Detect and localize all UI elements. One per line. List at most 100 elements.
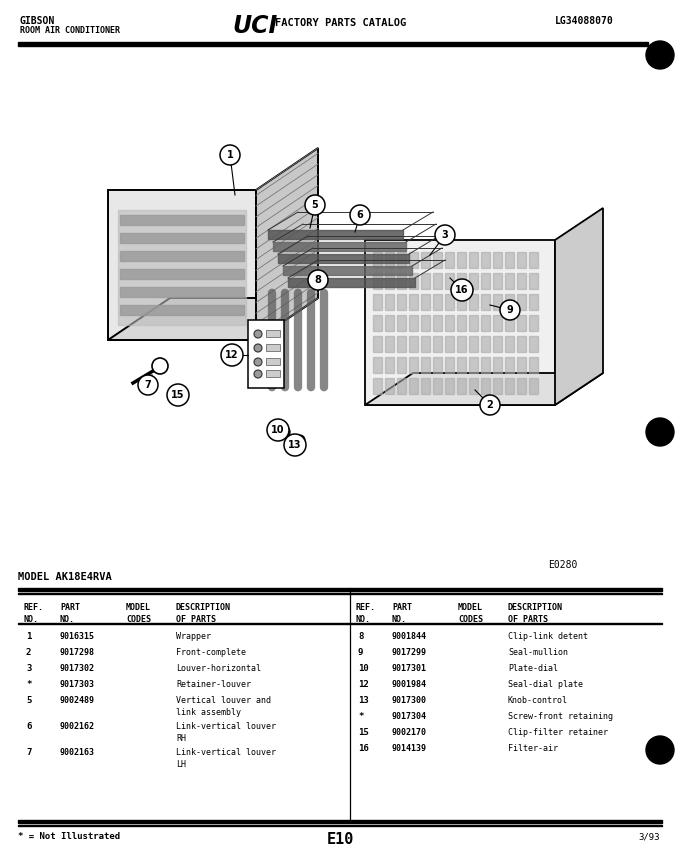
Text: 9002170: 9002170 [392,728,427,737]
Text: 9001984: 9001984 [392,680,427,689]
Circle shape [278,426,290,438]
Bar [397,294,406,310]
Bar [373,294,382,310]
Text: 9002163: 9002163 [60,748,95,757]
Bar [469,252,478,268]
Text: 16: 16 [455,285,469,295]
Bar [409,273,418,289]
Text: Link-vertical louver: Link-vertical louver [176,722,276,731]
Circle shape [284,434,306,456]
Bar [409,252,418,268]
Bar [421,357,430,373]
Bar [445,252,454,268]
Text: 6: 6 [356,210,363,220]
Bar [397,357,406,373]
Text: 3: 3 [26,664,31,673]
Bar [505,378,514,394]
Bar [18,825,662,826]
Bar [445,315,454,331]
Circle shape [350,205,370,225]
Bar [505,315,514,331]
Text: UCI: UCI [232,14,277,38]
Text: Front-complete: Front-complete [176,648,246,657]
Bar [445,357,454,373]
Text: MODEL AK18E4RVA: MODEL AK18E4RVA [18,572,112,582]
Bar [457,336,466,352]
Bar [409,315,418,331]
Circle shape [305,195,325,215]
Text: 9017300: 9017300 [392,696,427,705]
Bar [517,336,526,352]
Bar [18,593,662,594]
Bar [493,315,502,331]
Bar [493,252,502,268]
Text: 5: 5 [26,696,31,705]
Bar [457,357,466,373]
Bar [445,336,454,352]
Text: 15: 15 [358,728,369,737]
Bar [457,252,466,268]
Bar [469,336,478,352]
Bar [373,378,382,394]
Polygon shape [555,208,603,405]
Polygon shape [365,240,555,405]
Text: 3: 3 [441,230,448,240]
Circle shape [152,358,168,374]
Text: REF.
NO.: REF. NO. [24,603,44,624]
Bar [445,273,454,289]
Bar [529,378,538,394]
Circle shape [435,225,455,245]
Bar [397,378,406,394]
Text: 1: 1 [26,632,31,641]
Bar [433,357,442,373]
Bar [421,336,430,352]
Bar [283,266,412,275]
Bar [266,370,280,377]
Text: Wrapper: Wrapper [176,632,211,641]
Circle shape [500,300,520,320]
Bar [517,378,526,394]
Circle shape [308,270,328,290]
Bar [505,294,514,310]
Text: Seal-mullion: Seal-mullion [508,648,568,657]
Bar [120,251,244,261]
Bar [433,252,442,268]
Text: Filter-air: Filter-air [508,744,558,753]
Bar [457,315,466,331]
Text: 9002489: 9002489 [60,696,95,705]
Text: 1: 1 [226,150,233,160]
Text: 9: 9 [358,648,363,657]
Text: 8: 8 [315,275,322,285]
Text: Screw-front retaining: Screw-front retaining [508,712,613,721]
Circle shape [267,419,289,441]
Bar [18,588,662,591]
Circle shape [138,375,158,395]
Bar [493,378,502,394]
Circle shape [220,145,240,165]
Bar [409,378,418,394]
Text: 7: 7 [145,380,152,390]
Bar [385,273,394,289]
Bar [517,273,526,289]
Text: REF.
NO.: REF. NO. [356,603,376,624]
Bar [248,320,284,388]
Text: ROOM AIR CONDITIONER: ROOM AIR CONDITIONER [20,26,120,35]
Bar [397,315,406,331]
Bar [481,252,490,268]
Bar [433,315,442,331]
Circle shape [254,344,262,352]
Circle shape [167,384,189,406]
Circle shape [646,736,674,764]
Bar [457,273,466,289]
Bar [505,252,514,268]
Text: 3/93: 3/93 [639,832,660,841]
Bar [373,252,382,268]
Polygon shape [256,148,318,340]
Text: 9017304: 9017304 [392,712,427,721]
Text: 15: 15 [171,390,185,400]
Text: 13: 13 [288,440,302,450]
Text: 9017303: 9017303 [60,680,95,689]
Bar [457,294,466,310]
Bar [481,315,490,331]
Circle shape [254,370,262,378]
